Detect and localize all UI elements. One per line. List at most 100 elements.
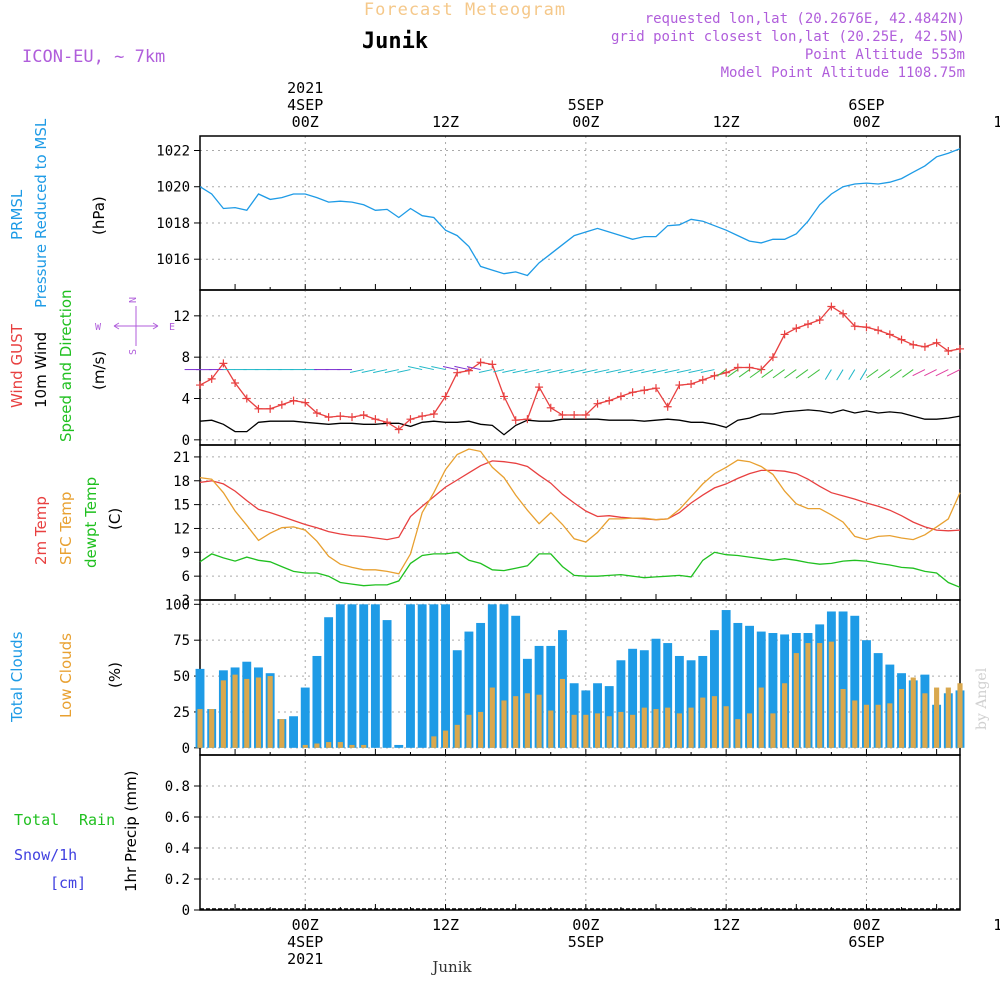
low-clouds-bar: [746, 713, 753, 748]
wind-direction-arrow: [866, 369, 879, 379]
wind-gust-marker: [932, 338, 941, 347]
wind-gust-marker: [920, 342, 929, 351]
total-clouds-bar: [616, 660, 626, 748]
precip-rain-label: Rain: [79, 811, 115, 829]
wind-speed-dir-label: Speed and Direction: [57, 289, 75, 442]
wind-gust-marker: [453, 368, 462, 377]
low-clouds-bar: [326, 742, 332, 748]
compass-north: N: [128, 297, 139, 303]
bottom-time-label: 12Z: [713, 916, 740, 934]
footer-location: Junik: [430, 958, 472, 976]
wind-gust-marker: [348, 413, 356, 422]
total-clouds-bar: [651, 638, 661, 748]
wind-ytick-label: 4: [182, 392, 190, 408]
wind-gust-marker: [231, 379, 240, 387]
low-clouds-bar: [431, 736, 437, 748]
prmsl-label: PRMSL: [8, 189, 26, 240]
wind-direction-arrow: [493, 369, 505, 373]
wind-direction-arrow: [688, 369, 703, 374]
compass-west: W: [95, 322, 102, 333]
low-clouds-bar: [478, 711, 484, 748]
precip-ytick-label: 0: [182, 903, 190, 919]
bottom-time-label: 6SEP: [848, 933, 884, 951]
low-clouds-bar: [232, 674, 238, 748]
wind-direction-arrow: [536, 369, 551, 374]
prmsl-desc-label: Pressure Reduced to MSL: [32, 118, 50, 308]
temperature-ytick-label: 6: [182, 569, 190, 585]
precip-ytick-label: 0.6: [165, 810, 190, 826]
low-clouds-bar: [875, 704, 881, 748]
wind-direction-arrow: [652, 369, 668, 374]
watermark-text: by Angel: [974, 667, 990, 730]
top-time-label: 12Z: [993, 113, 1000, 131]
wind-gust-marker: [593, 399, 602, 408]
temperature-ytick-label: 3: [182, 593, 190, 609]
wind-gust-marker: [219, 359, 228, 368]
total-clouds-bar: [674, 655, 684, 748]
total-clouds-bar: [745, 625, 754, 748]
wind-gust-marker: [792, 324, 801, 333]
low-clouds-bar: [442, 730, 449, 748]
precip-panel: 0 0.2 0.4 0.6 0.8: [165, 754, 961, 919]
total-clouds-bar: [733, 622, 743, 748]
total-clouds-bar: [768, 633, 778, 748]
precip-snow-label: Snow/1h: [14, 846, 77, 864]
wind-direction-arrow: [407, 365, 423, 371]
clouds-unit-label: (%): [106, 662, 124, 688]
wind-gust-marker: [207, 374, 216, 383]
total-clouds-bar: [324, 617, 334, 748]
low-clouds-bar: [887, 703, 893, 748]
low-clouds-bar: [934, 687, 940, 748]
panels-layer: 1016101810201022048123691215182102550751…: [156, 79, 1000, 968]
total-clouds-bar: [417, 604, 427, 748]
wind-direction-arrow: [617, 369, 633, 374]
wind-series: [184, 302, 964, 436]
wind-direction-arrow: [466, 366, 481, 371]
low-clouds-bar: [688, 707, 694, 748]
low-clouds-bar: [805, 643, 811, 748]
low-clouds-bar: [711, 696, 718, 748]
wind-direction-arrow: [502, 369, 516, 373]
wind-direction-arrow: [594, 369, 610, 374]
low-clouds-bar: [279, 719, 285, 748]
wind-direction-arrow: [836, 369, 844, 381]
temp-dew-line: [199, 551, 961, 588]
wind-gust-marker: [289, 396, 298, 405]
wind-direction-arrow: [889, 369, 902, 379]
wind-direction-arrow: [784, 369, 797, 379]
wind-direction-arrow: [807, 369, 820, 379]
low-clouds-bar: [700, 697, 706, 748]
wind-gust-marker: [242, 394, 251, 403]
wind-direction-arrow: [373, 369, 388, 374]
wind-direction-arrow: [442, 365, 458, 371]
wind-10m-label: 10m Wind: [32, 332, 50, 408]
compass-rose: N S W E: [95, 297, 175, 355]
wind-gust-marker: [804, 320, 812, 329]
low-clouds-bar: [606, 716, 612, 748]
total-clouds-bar: [862, 640, 871, 748]
low-clouds-bar: [594, 713, 601, 748]
low-clouds-bar: [571, 714, 577, 748]
chart-title: Forecast Meteogram: [364, 0, 566, 20]
low-clouds-bar: [466, 714, 472, 748]
top-time-label: 5SEP: [568, 96, 604, 114]
bottom-time-label: 00Z: [572, 916, 599, 934]
wind-direction-arrow: [824, 369, 832, 380]
precip-axis-label: 1hr Precip (mm): [122, 771, 140, 892]
precip-cm-label: [cm]: [50, 874, 86, 892]
clouds-series: [195, 604, 965, 748]
wind-direction-arrow: [946, 369, 961, 377]
total-clouds-bar: [359, 604, 369, 748]
low-clouds-bar: [583, 714, 589, 748]
temperature-ytick-label: 18: [173, 474, 190, 490]
wind-gust-marker: [324, 413, 333, 422]
total-clouds-bar: [511, 615, 521, 748]
wind-gust-marker: [897, 335, 906, 344]
wind-direction-arrow: [935, 369, 949, 377]
wind-gust-marker: [581, 411, 590, 420]
wind-direction-arrow: [859, 369, 867, 381]
wind-direction-arrow: [559, 369, 575, 374]
low-clouds-bar: [863, 704, 870, 748]
wind-gust-marker: [488, 360, 497, 369]
total-clouds-bar: [850, 615, 860, 748]
